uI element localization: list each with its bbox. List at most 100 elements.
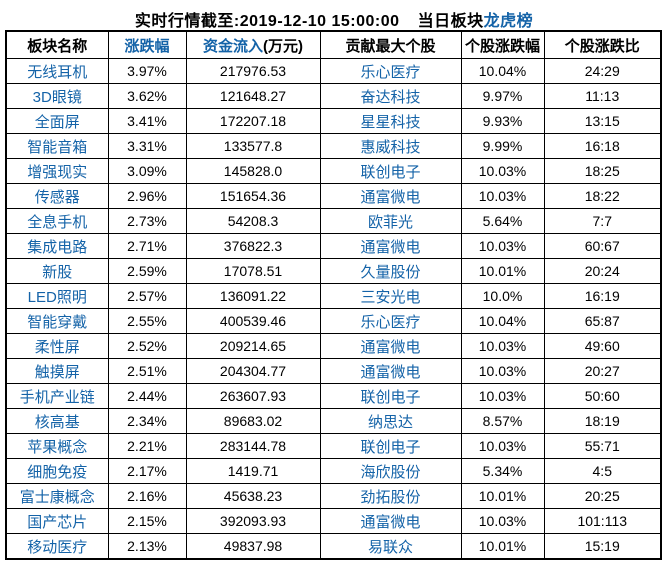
sector-link[interactable]: 核高基 bbox=[5, 408, 109, 434]
col-header-top-stock: 贡献最大个股 bbox=[319, 30, 462, 59]
top-stock-link[interactable]: 海欣股份 bbox=[319, 458, 462, 484]
table-row: 细胞免疫 2.17% 1419.71 海欣股份 5.34% 4:5 bbox=[5, 458, 662, 484]
top-stock-link[interactable]: 纳思达 bbox=[319, 408, 462, 434]
top-stock-link[interactable]: 三安光电 bbox=[319, 283, 462, 309]
stock-change: 10.03% bbox=[460, 183, 545, 209]
top-stock-link[interactable]: 乐心医疗 bbox=[319, 308, 462, 334]
top-stock-link[interactable]: 易联众 bbox=[319, 533, 462, 560]
inflow-value: 49837.98 bbox=[185, 533, 321, 560]
inflow-value: 204304.77 bbox=[185, 358, 321, 384]
sector-link[interactable]: 智能音箱 bbox=[5, 133, 109, 159]
table-row: 手机产业链 2.44% 263607.93 联创电子 10.03% 50:60 bbox=[5, 383, 662, 409]
rise-fall-ratio: 16:19 bbox=[543, 283, 662, 309]
table-row: 集成电路 2.71% 376822.3 通富微电 10.03% 60:67 bbox=[5, 233, 662, 259]
sector-link[interactable]: 手机产业链 bbox=[5, 383, 109, 409]
top-stock-link[interactable]: 星星科技 bbox=[319, 108, 462, 134]
dragon-tiger-list-link[interactable]: 龙虎榜 bbox=[483, 13, 534, 30]
inflow-value: 133577.8 bbox=[185, 133, 321, 159]
stock-change: 9.93% bbox=[460, 108, 545, 134]
table-row: 苹果概念 2.21% 283144.78 联创电子 10.03% 55:71 bbox=[5, 433, 662, 459]
sector-change: 3.09% bbox=[107, 158, 187, 184]
inflow-value: 263607.93 bbox=[185, 383, 321, 409]
table-row: 柔性屏 2.52% 209214.65 通富微电 10.03% 49:60 bbox=[5, 333, 662, 359]
sector-ranking-table: 板块名称 涨跌幅 资金流入(万元) 贡献最大个股 个股涨跌幅 个股涨跌比 无线耳… bbox=[5, 30, 662, 560]
top-stock-link[interactable]: 联创电子 bbox=[319, 433, 462, 459]
table-row: LED照明 2.57% 136091.22 三安光电 10.0% 16:19 bbox=[5, 283, 662, 309]
rise-fall-ratio: 50:60 bbox=[543, 383, 662, 409]
stock-change: 10.03% bbox=[460, 358, 545, 384]
table-row: 智能穿戴 2.55% 400539.46 乐心医疗 10.04% 65:87 bbox=[5, 308, 662, 334]
top-stock-link[interactable]: 通富微电 bbox=[319, 333, 462, 359]
stock-change: 10.04% bbox=[460, 308, 545, 334]
top-stock-link[interactable]: 通富微电 bbox=[319, 508, 462, 534]
stock-change: 10.01% bbox=[460, 483, 545, 509]
rise-fall-ratio: 101:113 bbox=[543, 508, 662, 534]
top-stock-link[interactable]: 劲拓股份 bbox=[319, 483, 462, 509]
header-row: 板块名称 涨跌幅 资金流入(万元) 贡献最大个股 个股涨跌幅 个股涨跌比 bbox=[5, 30, 662, 59]
inflow-value: 89683.02 bbox=[185, 408, 321, 434]
sector-link[interactable]: 富士康概念 bbox=[5, 483, 109, 509]
rise-fall-ratio: 60:67 bbox=[543, 233, 662, 259]
inflow-value: 400539.46 bbox=[185, 308, 321, 334]
top-stock-link[interactable]: 通富微电 bbox=[319, 183, 462, 209]
sector-change: 2.16% bbox=[107, 483, 187, 509]
table-row: 智能音箱 3.31% 133577.8 惠威科技 9.99% 16:18 bbox=[5, 133, 662, 159]
sector-link[interactable]: 全面屏 bbox=[5, 108, 109, 134]
stock-change: 10.0% bbox=[460, 283, 545, 309]
top-stock-link[interactable]: 久量股份 bbox=[319, 258, 462, 284]
stock-change: 10.03% bbox=[460, 433, 545, 459]
top-stock-link[interactable]: 联创电子 bbox=[319, 383, 462, 409]
rise-fall-ratio: 49:60 bbox=[543, 333, 662, 359]
stock-change: 10.01% bbox=[460, 258, 545, 284]
inflow-value: 136091.22 bbox=[185, 283, 321, 309]
col-header-sector-name: 板块名称 bbox=[5, 30, 109, 59]
sector-link[interactable]: 3D眼镜 bbox=[5, 83, 109, 109]
table-row: 增强现实 3.09% 145828.0 联创电子 10.03% 18:25 bbox=[5, 158, 662, 184]
rise-fall-ratio: 20:25 bbox=[543, 483, 662, 509]
stock-change: 10.03% bbox=[460, 233, 545, 259]
table-row: 全面屏 3.41% 172207.18 星星科技 9.93% 13:15 bbox=[5, 108, 662, 134]
sector-change: 2.96% bbox=[107, 183, 187, 209]
top-stock-link[interactable]: 联创电子 bbox=[319, 158, 462, 184]
sector-link[interactable]: 集成电路 bbox=[5, 233, 109, 259]
sector-link[interactable]: 全息手机 bbox=[5, 208, 109, 234]
col-header-change-sort[interactable]: 涨跌幅 bbox=[107, 30, 187, 59]
stock-change: 10.04% bbox=[460, 58, 545, 84]
rise-fall-ratio: 55:71 bbox=[543, 433, 662, 459]
inflow-sort-link[interactable]: 资金流入 bbox=[202, 37, 263, 55]
sector-link[interactable]: 细胞免疫 bbox=[5, 458, 109, 484]
sector-link[interactable]: LED照明 bbox=[5, 283, 109, 309]
top-stock-link[interactable]: 欧菲光 bbox=[319, 208, 462, 234]
rise-fall-ratio: 20:24 bbox=[543, 258, 662, 284]
sector-link[interactable]: 触摸屏 bbox=[5, 358, 109, 384]
top-stock-link[interactable]: 通富微电 bbox=[319, 233, 462, 259]
sector-link[interactable]: 智能穿戴 bbox=[5, 308, 109, 334]
sector-link[interactable]: 传感器 bbox=[5, 183, 109, 209]
inflow-value: 283144.78 bbox=[185, 433, 321, 459]
stock-change: 9.97% bbox=[460, 83, 545, 109]
sector-link[interactable]: 增强现实 bbox=[5, 158, 109, 184]
top-stock-link[interactable]: 乐心医疗 bbox=[319, 58, 462, 84]
sector-link[interactable]: 无线耳机 bbox=[5, 58, 109, 84]
top-stock-link[interactable]: 奋达科技 bbox=[319, 83, 462, 109]
sector-change: 2.13% bbox=[107, 533, 187, 560]
table-body: 无线耳机 3.97% 217976.53 乐心医疗 10.04% 24:29 3D眼镜 3.6… bbox=[5, 58, 662, 560]
rise-fall-ratio: 15:19 bbox=[543, 533, 662, 560]
sector-link[interactable]: 柔性屏 bbox=[5, 333, 109, 359]
top-stock-link[interactable]: 通富微电 bbox=[319, 358, 462, 384]
col-header-rise-fall-ratio: 个股涨跌比 bbox=[543, 30, 662, 59]
sector-change: 3.41% bbox=[107, 108, 187, 134]
sector-change: 2.21% bbox=[107, 433, 187, 459]
stock-change: 10.03% bbox=[460, 158, 545, 184]
sector-link[interactable]: 移动医疗 bbox=[5, 533, 109, 560]
sector-link[interactable]: 国产芯片 bbox=[5, 508, 109, 534]
rise-fall-ratio: 11:13 bbox=[543, 83, 662, 109]
top-stock-link[interactable]: 惠威科技 bbox=[319, 133, 462, 159]
table-row: 新股 2.59% 17078.51 久量股份 10.01% 20:24 bbox=[5, 258, 662, 284]
sector-link[interactable]: 苹果概念 bbox=[5, 433, 109, 459]
sector-link[interactable]: 新股 bbox=[5, 258, 109, 284]
inflow-value: 376822.3 bbox=[185, 233, 321, 259]
sector-change: 2.73% bbox=[107, 208, 187, 234]
sector-change: 3.31% bbox=[107, 133, 187, 159]
inflow-value: 17078.51 bbox=[185, 258, 321, 284]
